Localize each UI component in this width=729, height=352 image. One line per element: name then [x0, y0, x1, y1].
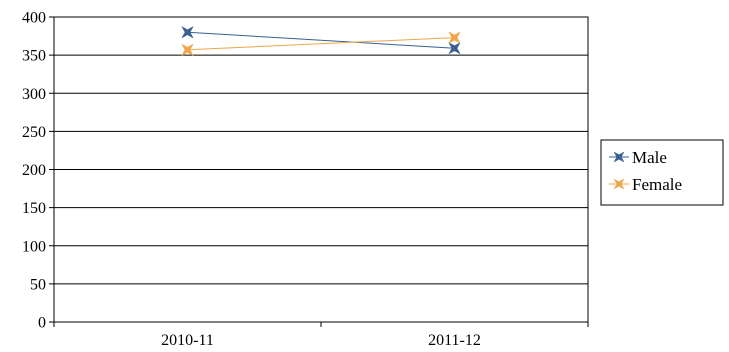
y-tick-label: 300	[22, 86, 46, 103]
series-male	[181, 25, 461, 55]
y-tick-label: 0	[38, 315, 46, 332]
y-tick-label: 100	[22, 238, 46, 255]
series-female	[181, 31, 461, 57]
data-point	[448, 41, 461, 55]
gridlines	[53, 16, 589, 323]
y-tick-label: 400	[22, 10, 46, 27]
legend-marker-icon	[613, 178, 625, 190]
legend-label: Female	[632, 175, 682, 194]
y-tick-label: 350	[22, 48, 46, 65]
series-lines	[181, 25, 461, 57]
x-tick-label: 2010-11	[161, 332, 214, 349]
legend-item: Female	[609, 175, 682, 194]
x-axis: 2010-11 2011-12	[53, 322, 589, 349]
legend-item: Male	[609, 148, 667, 167]
y-tick-label: 150	[22, 200, 46, 217]
y-tick-label: 200	[22, 162, 46, 179]
series-line	[187, 31, 455, 49]
y-tick-label: 250	[22, 124, 46, 141]
y-axis: 0 50 100 150 200 250 300 350 400	[22, 10, 54, 332]
data-point	[181, 25, 194, 39]
data-point	[448, 31, 461, 44]
legend-label: Male	[632, 148, 667, 167]
legend-box	[600, 139, 724, 206]
y-tick-label: 50	[30, 276, 46, 293]
series-line	[187, 37, 455, 51]
legend: Male Female	[600, 139, 724, 206]
x-tick-label: 2011-12	[428, 332, 481, 349]
data-point	[181, 43, 194, 57]
legend-marker-icon	[613, 151, 625, 163]
